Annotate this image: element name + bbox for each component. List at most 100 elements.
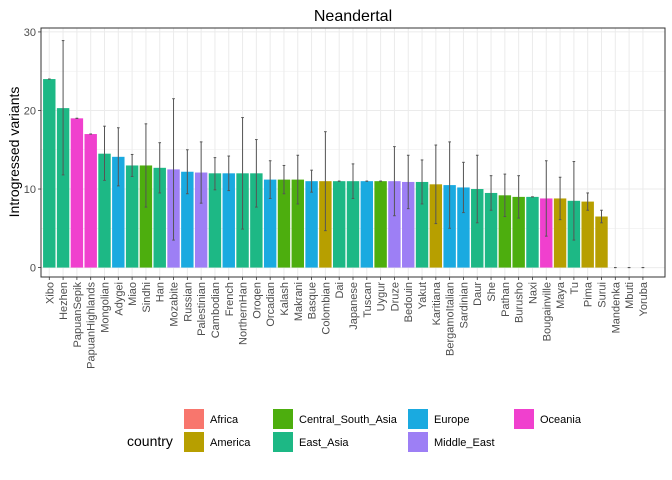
legend-swatch-europe <box>408 409 428 429</box>
x-tick-label: Miao <box>127 282 139 306</box>
y-tick-label: 30 <box>24 27 36 39</box>
legend-swatch-africa <box>184 409 204 429</box>
legend-label-middle_east: Middle_East <box>434 437 495 449</box>
x-tick-label: Kalash <box>279 282 291 316</box>
bar-french <box>222 173 235 268</box>
legend-label-oceania: Oceania <box>540 414 582 426</box>
x-tick-label: Surui <box>596 282 608 308</box>
x-tick-label: Adygei <box>113 282 125 316</box>
x-tick-label: Basque <box>307 282 319 319</box>
x-tick-label: Colombian <box>320 282 332 335</box>
bar-yakut <box>415 181 429 268</box>
bar-naxi <box>526 196 539 268</box>
x-tick-label: Cambodian <box>210 282 222 338</box>
x-tick-label: Hezhen <box>58 282 70 320</box>
legend-label-europe: Europe <box>434 414 469 426</box>
bar-orcadian <box>263 179 277 268</box>
x-tick-label: Sindhi <box>141 282 153 313</box>
bar-palestinian <box>194 172 208 268</box>
legend-swatch-middle_east <box>408 432 428 452</box>
bar-mongolian <box>98 153 111 268</box>
bar-japanese <box>346 181 360 268</box>
x-tick-label: Dai <box>334 282 346 299</box>
x-tick-label: PapuanSepik <box>72 282 84 348</box>
x-tick-label: Sardinian <box>458 282 470 328</box>
y-tick-label: 20 <box>24 105 36 117</box>
x-tick-label: Maya <box>555 281 567 309</box>
bar-basque <box>305 181 318 268</box>
bar-miao <box>125 165 139 268</box>
x-tick-label: Pathan <box>500 282 512 317</box>
bar-han <box>153 167 166 268</box>
bar-druze <box>388 181 401 268</box>
x-tick-label: Mbuti <box>624 282 636 309</box>
bar-pima <box>581 201 594 268</box>
x-tick-label: BergamoItalian <box>445 282 457 356</box>
legend-label-central_south_asia: Central_South_Asia <box>299 414 398 426</box>
x-tick-label: Bedouin <box>403 282 415 322</box>
x-tick-label: Pima <box>583 281 595 307</box>
x-tick-label: Mozabite <box>169 282 181 327</box>
bar-russian <box>181 171 194 268</box>
bar-karitiana <box>429 184 443 268</box>
x-tick-label: Druze <box>389 282 401 311</box>
x-tick-label: Yakut <box>417 282 429 309</box>
x-tick-label: Karitiana <box>431 281 443 325</box>
bar-oroqen <box>250 173 263 268</box>
x-tick-label: Daur <box>472 282 484 306</box>
chart-title: Neandertal <box>314 8 392 25</box>
legend-swatch-central_south_asia <box>273 409 293 429</box>
bar-makrani <box>291 179 304 268</box>
x-tick-label: Han <box>155 282 167 302</box>
x-tick-label: Tuscan <box>362 282 374 318</box>
x-tick-label: Bougainville <box>541 282 553 341</box>
bar-papuanhighlands <box>84 134 97 268</box>
bar-papuansepik <box>70 118 84 268</box>
bar-sardinian <box>457 187 470 268</box>
legend-swatch-oceania <box>514 409 534 429</box>
bar-bedouin <box>402 181 415 268</box>
x-tick-label: Xibo <box>44 282 56 304</box>
y-tick-label: 10 <box>24 184 36 196</box>
x-tick-label: Burusho <box>514 282 526 323</box>
x-tick-label: Tu <box>569 282 581 294</box>
x-tick-label: NorthernHan <box>238 282 250 345</box>
x-tick-label: Mongolian <box>100 282 112 333</box>
x-tick-label: Uygur <box>376 282 388 312</box>
legend-swatch-east_asia <box>273 432 293 452</box>
bar-cambodian <box>208 173 222 268</box>
y-axis-label: Introgressed variants <box>6 87 22 218</box>
panel-border <box>40 27 666 278</box>
bar-she <box>484 192 498 268</box>
bar-burusho <box>512 196 525 268</box>
bar-pathan <box>498 195 512 268</box>
bar-dai <box>332 181 346 268</box>
legend-label-east_asia: East_Asia <box>299 437 349 449</box>
x-tick-label: Japanese <box>348 282 360 330</box>
x-tick-label: French <box>224 282 236 316</box>
x-tick-label: Makrani <box>293 282 305 321</box>
bar-sindhi <box>139 165 153 268</box>
x-tick-label: Russian <box>182 282 194 322</box>
bar-adygei <box>112 156 125 268</box>
x-tick-label: Yoruba <box>638 281 650 316</box>
bar-maya <box>553 198 567 268</box>
x-tick-label: Mandenka <box>610 281 622 333</box>
bar-kalash <box>277 179 291 268</box>
legend-label-america: America <box>210 437 251 449</box>
x-tick-label: Orcadian <box>265 282 277 327</box>
legend-label-africa: Africa <box>210 414 239 426</box>
legend-title: country <box>127 433 173 449</box>
plot-panel: 0 10 20 30 Xibo Hezhen PapuanSepik PapuanHighla… <box>24 27 666 369</box>
bar-hezhen <box>56 108 70 268</box>
x-tick-label: Palestinian <box>196 282 208 336</box>
bar-daur <box>471 189 484 268</box>
bar-xibo <box>43 79 56 268</box>
bar-tuscan <box>360 181 374 268</box>
legend-swatch-america <box>184 432 204 452</box>
bar-uygur <box>374 181 387 268</box>
x-tick-label: She <box>486 282 498 302</box>
bar-surui <box>595 216 608 268</box>
x-tick-label: PapuanHighlands <box>86 282 98 369</box>
